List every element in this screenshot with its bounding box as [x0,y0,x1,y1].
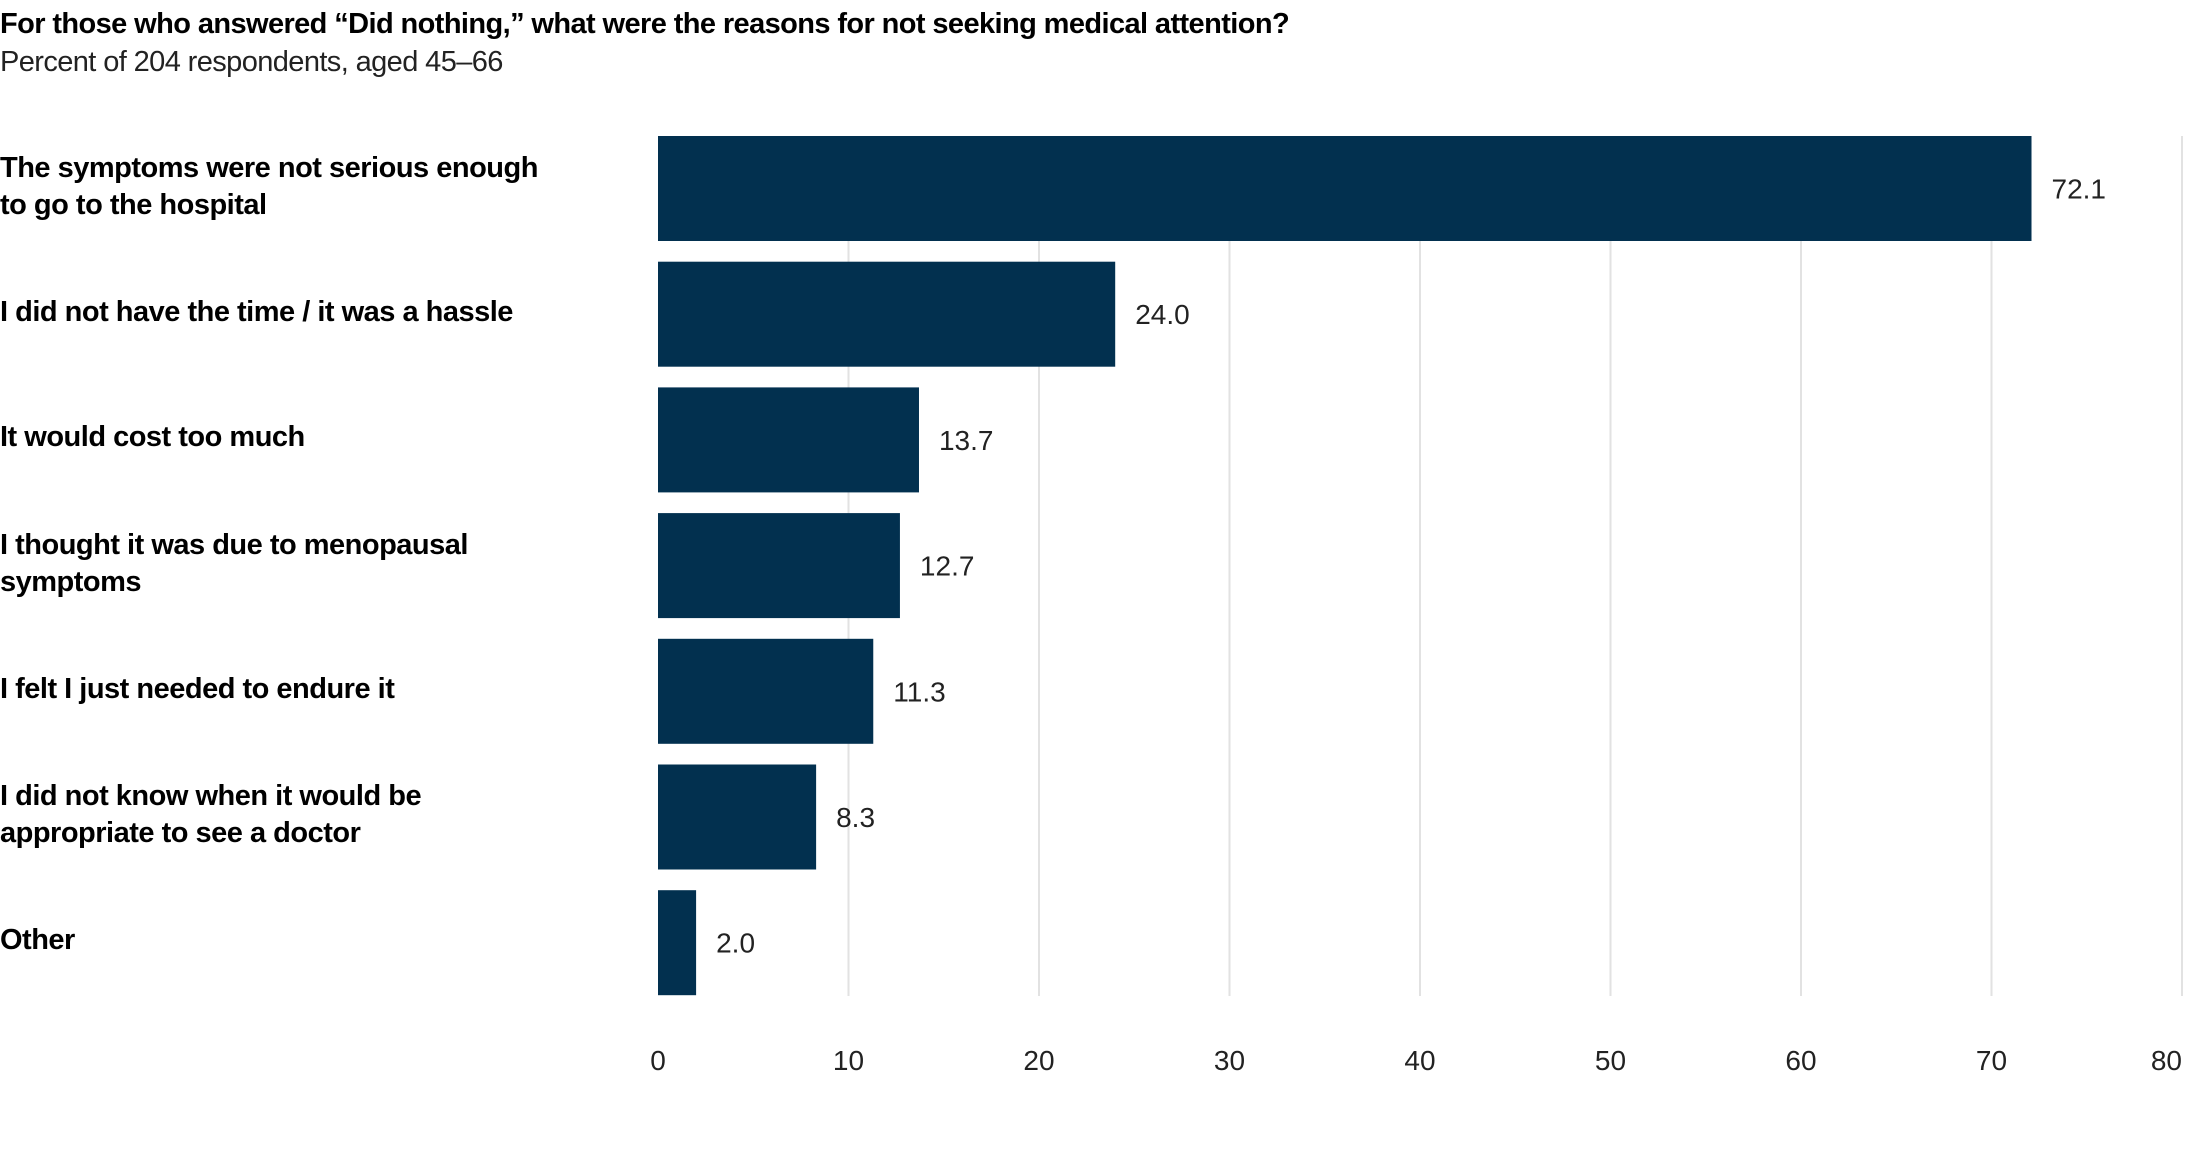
bar [658,387,919,493]
category-label-line: I thought it was due to menopausal [0,528,468,561]
category-label: Other [0,922,600,959]
category-label-line: to go to the hospital [0,188,267,221]
category-label-line: The symptoms were not serious enough [0,151,538,184]
bar [658,513,900,619]
category-label: It would cost too much [0,419,600,456]
x-tick-label: 60 [1785,1045,1816,1076]
category-label-line: symptoms [0,565,142,598]
bar [658,890,697,996]
category-label-line: Other [0,924,75,957]
bar [658,136,2032,241]
x-tick-label: 10 [833,1045,864,1076]
category-label-line: I did not know when it would be [0,780,422,812]
chart-title: For those who answered “Did nothing,” wh… [0,8,1290,40]
category-label: I did not know when it would be appropria… [0,778,600,852]
bar [658,764,817,870]
category-label: The symptoms were not serious enough to g… [0,150,600,224]
value-label: 2.0 [716,928,755,959]
category-label-line: I felt I just needed to endure it [0,672,395,705]
value-label: 11.3 [893,676,945,707]
value-label: 24.0 [1135,299,1190,330]
category-label-line: It would cost too much [0,421,305,454]
x-tick-label: 50 [1595,1045,1626,1076]
category-label: I felt I just needed to endure it [0,671,600,708]
chart-subtitle: Percent of 204 respondents, aged 45–66 [0,46,503,78]
category-label: I thought it was due to menopausal sympto… [0,527,600,601]
bar [658,261,1116,367]
category-label-line: I did not have the time / it was a hassl… [0,295,513,328]
value-label: 12.7 [920,551,975,582]
value-label: 13.7 [939,425,994,456]
bar [658,638,874,744]
value-label: 8.3 [836,802,875,833]
x-tick-label: 30 [1214,1045,1245,1076]
x-tick-label: 70 [1976,1045,2007,1076]
x-tick-label: 80 [2151,1045,2182,1076]
value-label: 72.1 [2052,174,2107,205]
x-tick-label: 20 [1023,1045,1054,1076]
category-label: I did not have the time / it was a hassl… [0,294,600,331]
category-label-line: appropriate to see a doctor [0,817,361,849]
x-tick-label: 40 [1404,1045,1435,1076]
x-tick-label: 0 [650,1045,666,1076]
